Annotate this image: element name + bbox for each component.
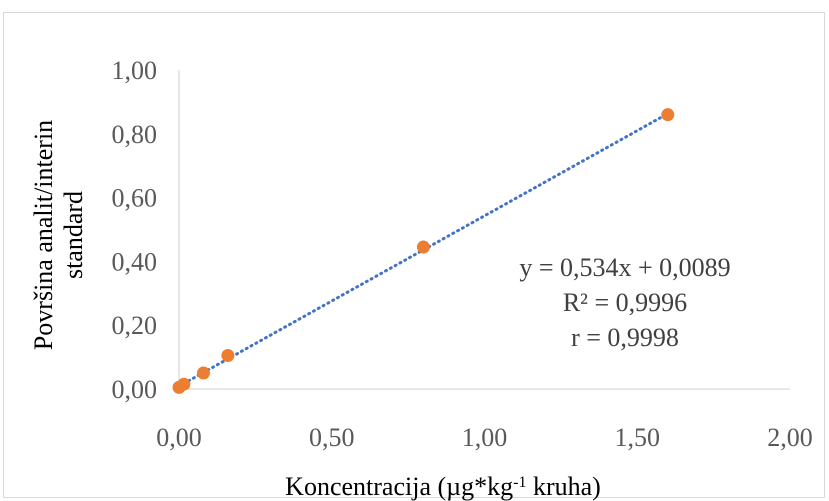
y-tick-label: 0,60 — [112, 184, 158, 213]
x-tick-label: 1,00 — [462, 423, 508, 452]
x-axis-title: Koncentracija (µg*kg-1 kruha) — [285, 472, 601, 501]
y-tick-label: 0,80 — [112, 120, 158, 149]
y-tick-label: 1,00 — [112, 56, 158, 85]
data-point — [177, 377, 191, 391]
x-tick-label: 1,50 — [615, 423, 661, 452]
r-annotation: r = 0,9998 — [571, 323, 679, 352]
x-tick-label: 2,00 — [767, 423, 813, 452]
y-axis-title: Površina analit/interin standard — [29, 120, 88, 350]
x-tick-label: 0,50 — [309, 423, 355, 452]
axes — [178, 70, 790, 390]
data-point — [416, 240, 430, 254]
data-point — [196, 366, 210, 380]
equation-annotation: y = 0,534x + 0,0089 — [519, 253, 730, 282]
y-axis-title-line1: Površina analit/interin — [29, 120, 58, 350]
x-axis-title-sup: -1 — [513, 474, 526, 491]
x-tick-label: 0,00 — [156, 423, 202, 452]
y-tick-label: 0,00 — [112, 375, 158, 404]
tick-labels: 0,00 0,50 1,00 1,50 2,00 0,00 0,20 0,40 0,60 0,80… — [112, 56, 813, 452]
data-points — [172, 108, 675, 394]
x-axis-title-tail: kruha) — [526, 472, 600, 501]
x-axis-title-main: Koncentracija (µg*kg — [285, 472, 513, 501]
y-axis-title-line2: standard — [59, 191, 88, 279]
data-point — [221, 349, 235, 363]
y-tick-label: 0,20 — [112, 311, 158, 340]
r-squared-annotation: R² = 0,9996 — [563, 288, 687, 317]
y-tick-label: 0,40 — [112, 247, 158, 276]
data-point — [661, 108, 675, 122]
